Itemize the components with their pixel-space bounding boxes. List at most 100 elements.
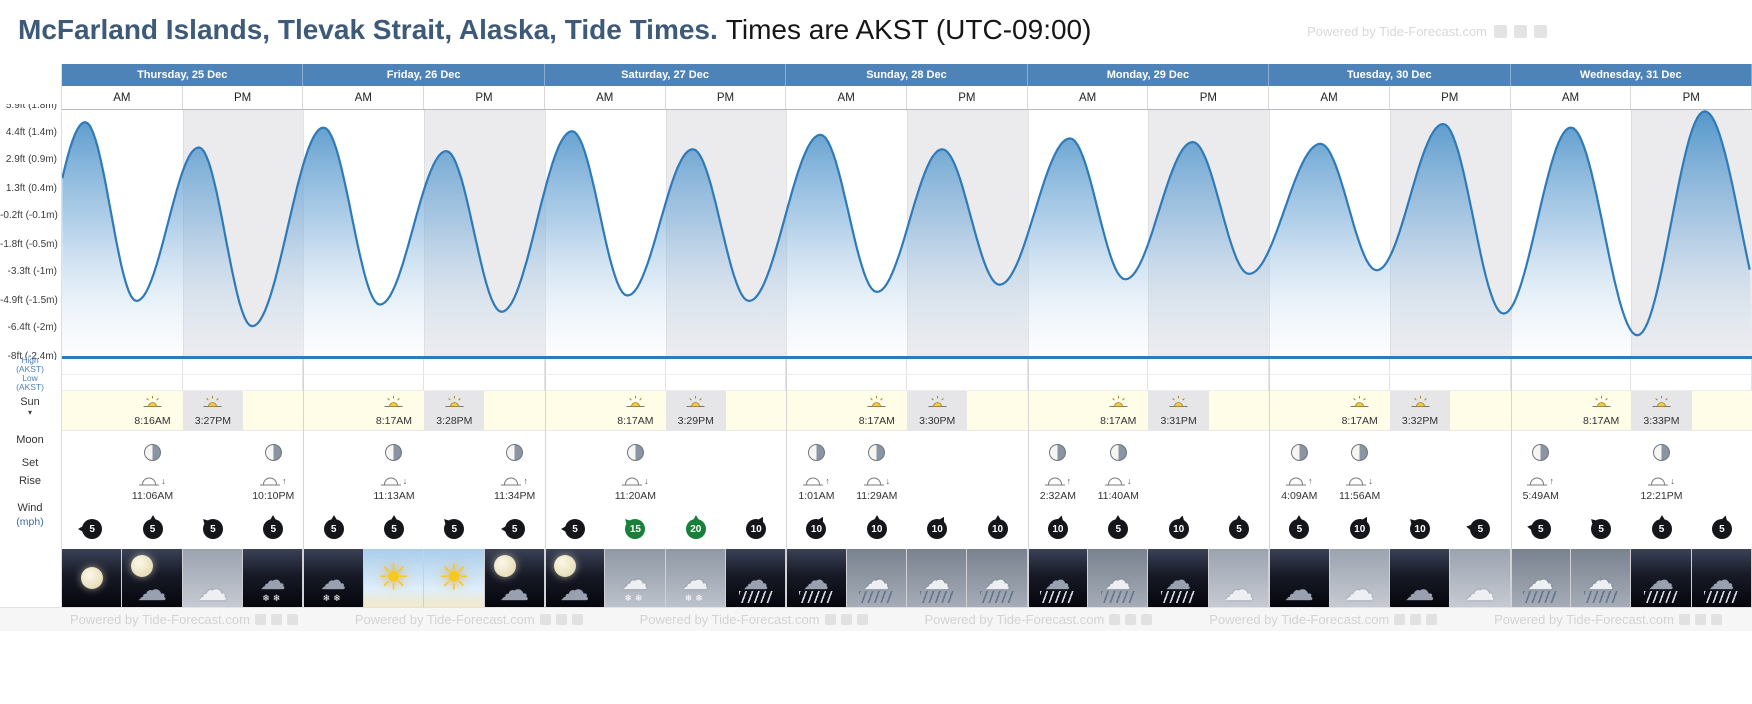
cloud-icon: ☁	[742, 565, 769, 595]
wind-arrow-tip	[993, 515, 1002, 522]
sun-horizon-glyph	[1592, 395, 1611, 407]
cloud-icon: ☁	[1283, 574, 1314, 607]
wind-cell: 5	[1511, 509, 1571, 549]
sun-row-expander[interactable]: ▾	[27, 408, 32, 417]
day-header: Tuesday, 30 Dec	[1269, 64, 1511, 86]
moon-phase-icon	[1532, 444, 1550, 461]
wind-speed-value: 5	[89, 523, 95, 535]
wind-speed: 10	[806, 519, 827, 539]
sun-horizon-glyph	[626, 395, 645, 407]
wind-speed: 5	[383, 519, 404, 539]
wind-speed-value: 10	[810, 523, 823, 535]
moonset-time: 11:40AM	[1097, 490, 1139, 502]
day-boundary-line	[786, 359, 788, 607]
moonrise-time: 2:32AM	[1039, 490, 1076, 502]
chart-gridline	[1389, 110, 1391, 359]
wind-arrow	[1226, 515, 1252, 542]
weather-cell: ☁	[1329, 549, 1390, 607]
watermark-icon	[270, 614, 282, 625]
wind-cell: 10	[786, 509, 846, 549]
watermark-icon	[824, 614, 836, 625]
day-boundary-line	[544, 359, 546, 607]
moonrise-time: 4:09AM	[1281, 490, 1318, 502]
footer-watermark: Powered by Tide-Forecast.com	[70, 612, 298, 627]
wind-arrow-tip	[269, 515, 278, 522]
day-boundary-line	[303, 359, 305, 607]
wind-cell: 10	[1390, 509, 1450, 549]
cloud-icon: ☁	[559, 574, 590, 607]
day-boundary-line	[1269, 359, 1271, 607]
wind-speed-value: 5	[1477, 523, 1484, 535]
watermark-text: Powered by Tide-Forecast.com	[70, 612, 250, 627]
moonset-icon: ↓	[1346, 474, 1373, 486]
sunset-time: 3:27PM	[194, 414, 231, 427]
wind-speed-value: 5	[1296, 523, 1303, 535]
wind-cell: 15	[605, 509, 665, 549]
sun-horizon-glyph	[1169, 395, 1188, 407]
footer-watermark: Powered by Tide-Forecast.com	[924, 612, 1153, 627]
sun-horizon-glyph	[1350, 395, 1369, 407]
wind-speed: 5	[142, 519, 163, 539]
low-tide-cell	[1511, 375, 1632, 390]
sunset-time: 3:30PM	[919, 414, 956, 427]
wind-cell: 5	[1088, 509, 1148, 549]
footer-watermark: Powered by Tide-Forecast.com	[640, 612, 868, 627]
wind-speed: 5	[1530, 519, 1551, 539]
weather-cell: ☁	[1148, 549, 1209, 607]
moonrise-entry: ↑ 4:09AM	[1269, 431, 1329, 509]
wind-arrow	[140, 515, 166, 542]
sunrise-time: 8:17AM	[617, 414, 654, 427]
sunrise-entry: 8:17AM	[364, 391, 424, 430]
title-bar: McFarland Islands, Tlevak Strait, Alaska…	[0, 0, 1752, 64]
low-tide-row	[62, 375, 1752, 391]
wind-speed: 10	[987, 519, 1008, 539]
moonset-icon: ↓	[863, 474, 890, 486]
chart-gridline	[1631, 110, 1633, 359]
wind-speed-value: 5	[451, 523, 458, 535]
sun-icon: ☀	[437, 556, 470, 598]
sunset-icon	[1652, 395, 1671, 413]
cloud-icon: ☁	[923, 565, 950, 595]
moon-icon	[553, 555, 576, 577]
wind-cell: 20	[666, 509, 726, 549]
wind-cell: 10	[847, 509, 907, 549]
axis-label: 5.9ft (1.8m)	[5, 104, 57, 111]
sunset-entry: 3:31PM	[1148, 391, 1209, 430]
rain-streaks-icon	[1100, 591, 1135, 603]
wind-cell: 5	[303, 509, 363, 549]
sunset-time: 3:33PM	[1643, 414, 1680, 427]
moonset-icon: ↓	[380, 474, 407, 486]
moonset-time: 11:06AM	[131, 490, 174, 502]
low-tide-cell	[183, 375, 304, 390]
moon-phase-icon	[385, 444, 403, 461]
wind-unit-link[interactable]: (mph)	[16, 516, 44, 528]
moon-phase-icon	[626, 444, 644, 461]
moon-icon	[80, 567, 103, 589]
wind-speed-value: 10	[750, 523, 762, 535]
moonset-time: 11:20AM	[614, 490, 656, 502]
watermark-icon	[1494, 25, 1507, 38]
footer-watermark: Powered by Tide-Forecast.com	[1209, 612, 1438, 627]
day-header: Monday, 29 Dec	[1028, 64, 1270, 86]
watermark-text: Powered by Tide-Forecast.com	[639, 612, 820, 627]
watermark-icon	[1710, 614, 1722, 625]
sun-horizon-glyph	[867, 395, 886, 407]
watermark-text: Powered by Tide-Forecast.com	[924, 612, 1105, 627]
sunrise-icon	[1109, 395, 1128, 413]
wind-speed-value: 5	[1236, 523, 1242, 535]
watermark-icon	[1109, 614, 1121, 625]
sunset-entry: 3:33PM	[1631, 391, 1692, 430]
watermark-icon	[1534, 25, 1547, 38]
moonrise-time: 11:34PM	[494, 490, 536, 502]
sidebar-divider	[61, 64, 62, 607]
wind-direction-badge: 5	[1226, 515, 1252, 542]
wind-arrow	[1649, 515, 1675, 542]
footer-watermark: Powered by Tide-Forecast.com	[1494, 612, 1722, 627]
moon-phase-icon	[1049, 444, 1067, 461]
wind-speed: 10	[1410, 519, 1431, 539]
ampm-header-row: AM PM AM PM AM PM AM PM AM PM AM PM AM PM	[62, 86, 1752, 110]
high-tide-cell	[1390, 359, 1511, 374]
sunset-entry: 3:28PM	[424, 391, 485, 430]
sunrise-time: 8:17AM	[858, 414, 895, 427]
sun-horizon-glyph	[928, 395, 947, 407]
